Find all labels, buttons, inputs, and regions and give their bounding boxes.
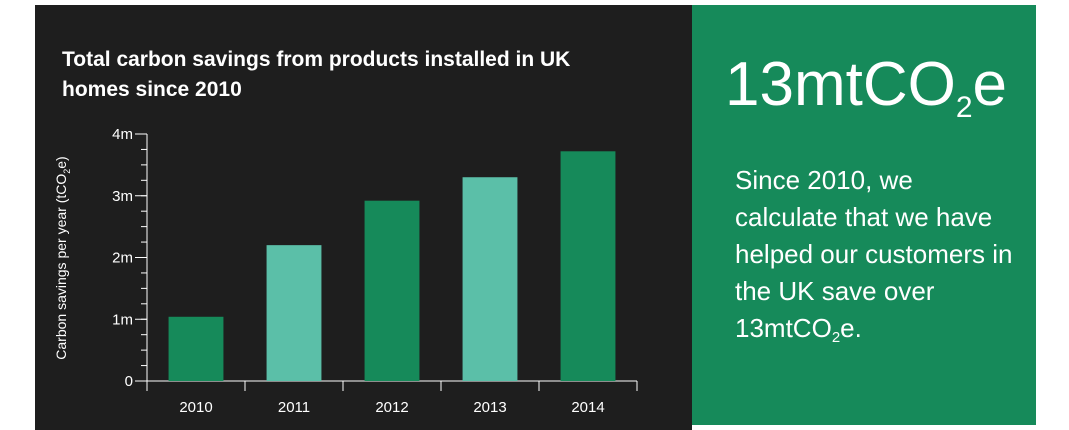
big-stat-value: 13mtCO2e <box>725 50 1008 123</box>
y-axis-title-end: e) <box>53 156 69 168</box>
bar-chart: 0 1m 2m 3m 4m 2010 2011 2012 2013 2014 Carbon sav… <box>53 126 638 416</box>
big-stat-sub: 2 <box>955 91 973 124</box>
bar-2011 <box>266 245 322 381</box>
y-tick-label: 2m <box>112 250 133 267</box>
y-axis-title-main: Carbon savings per year (tCO <box>53 174 69 360</box>
x-tick-label-2012: 2012 <box>375 399 408 416</box>
chart-panel: Total carbon savings from products insta… <box>35 5 692 430</box>
bar-2010 <box>168 316 224 381</box>
bar-2014 <box>560 151 616 381</box>
y-axis-title: Carbon savings per year (tCO2e) <box>53 156 72 359</box>
x-tick-label-2010: 2010 <box>179 399 212 416</box>
y-tick-label: 1m <box>112 311 133 328</box>
x-tick-label-2013: 2013 <box>473 399 506 416</box>
chart-title: Total carbon savings from products insta… <box>62 48 571 101</box>
x-tick-label-2011: 2011 <box>278 399 310 416</box>
y-tick-label: 3m <box>112 188 133 205</box>
y-tick-label: 0 <box>125 373 133 390</box>
y-axis-title-sub: 2 <box>62 169 72 174</box>
stat-description: Since 2010, we calculate that we have he… <box>735 162 1020 347</box>
bar-2013 <box>462 177 518 381</box>
big-stat-main: 13mtCO <box>725 50 956 119</box>
x-tick-label-2014: 2014 <box>571 399 604 416</box>
stat-description-sub: 2 <box>831 329 841 346</box>
y-tick-label: 4m <box>112 126 133 143</box>
big-stat-end: e <box>972 50 1008 119</box>
stat-panel: 13mtCO2e Since 2010, we calculate that w… <box>692 5 1036 425</box>
chart-bars <box>168 151 616 381</box>
stat-description-end: e. <box>840 313 862 343</box>
bar-2012 <box>364 200 420 381</box>
stat-description-main: Since 2010, we calculate that we have he… <box>735 165 1013 343</box>
